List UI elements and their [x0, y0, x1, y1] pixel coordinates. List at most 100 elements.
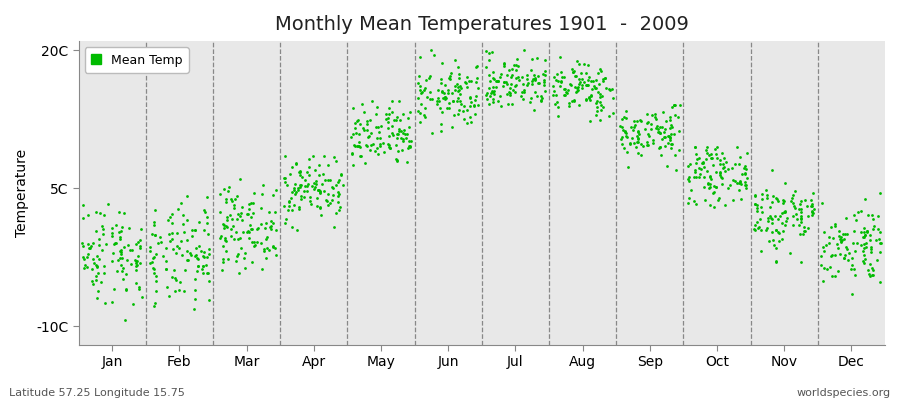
- Point: [382, 144, 397, 150]
- Point: [198, 209, 212, 215]
- Point: [848, 272, 862, 278]
- Point: [202, 278, 216, 284]
- Point: [166, 267, 181, 274]
- Point: [236, 229, 250, 236]
- Point: [721, 185, 735, 192]
- Point: [391, 157, 405, 164]
- Point: [451, 64, 465, 70]
- Point: [331, 198, 346, 205]
- Point: [842, 250, 856, 256]
- Point: [233, 234, 248, 241]
- Point: [385, 130, 400, 136]
- Point: [547, 101, 562, 108]
- Point: [289, 160, 303, 166]
- Point: [400, 135, 414, 141]
- Point: [618, 130, 633, 136]
- Point: [554, 54, 568, 60]
- Point: [775, 236, 789, 242]
- Point: [412, 110, 427, 116]
- Point: [563, 81, 578, 88]
- Point: [572, 87, 586, 93]
- Point: [688, 166, 702, 173]
- Point: [570, 88, 584, 94]
- Point: [131, 284, 146, 290]
- Point: [734, 179, 748, 186]
- Point: [172, 287, 186, 293]
- Point: [425, 130, 439, 136]
- Point: [840, 231, 854, 238]
- Point: [334, 172, 348, 178]
- Point: [715, 149, 729, 156]
- Point: [225, 198, 239, 204]
- Point: [634, 152, 648, 158]
- Point: [664, 131, 679, 137]
- Point: [109, 240, 123, 247]
- Point: [395, 146, 410, 153]
- Point: [269, 252, 284, 258]
- Point: [528, 77, 543, 83]
- Point: [417, 87, 431, 94]
- Point: [650, 123, 664, 129]
- Point: [194, 266, 209, 272]
- Point: [259, 234, 274, 240]
- Point: [536, 82, 551, 88]
- Point: [176, 221, 190, 228]
- Point: [366, 141, 381, 147]
- Point: [418, 104, 432, 111]
- Point: [579, 96, 593, 103]
- Point: [517, 89, 531, 95]
- Point: [582, 94, 597, 101]
- Point: [784, 198, 798, 204]
- Point: [434, 128, 448, 134]
- Point: [526, 56, 540, 62]
- Point: [190, 268, 204, 274]
- Point: [241, 211, 256, 218]
- Point: [651, 126, 665, 132]
- Point: [471, 84, 485, 91]
- Point: [159, 266, 174, 272]
- Point: [805, 208, 819, 214]
- Point: [292, 204, 306, 210]
- Point: [467, 102, 482, 109]
- Point: [297, 188, 311, 194]
- Point: [165, 220, 179, 226]
- Point: [345, 151, 359, 158]
- Point: [242, 234, 256, 241]
- Point: [369, 111, 383, 117]
- Point: [873, 228, 887, 235]
- Point: [724, 182, 738, 188]
- Point: [484, 90, 499, 96]
- Point: [500, 72, 515, 78]
- Point: [572, 61, 586, 67]
- Point: [76, 254, 90, 260]
- Point: [435, 108, 449, 115]
- Point: [330, 188, 345, 195]
- Point: [223, 212, 238, 218]
- Point: [384, 98, 399, 104]
- Point: [629, 144, 643, 150]
- Point: [149, 278, 164, 284]
- Point: [857, 241, 871, 247]
- Point: [357, 160, 372, 166]
- Point: [688, 144, 703, 150]
- Point: [282, 198, 296, 205]
- Point: [794, 219, 808, 225]
- Point: [390, 135, 404, 142]
- Point: [323, 176, 338, 183]
- Point: [594, 106, 608, 113]
- Point: [412, 119, 427, 125]
- Point: [700, 144, 715, 150]
- Point: [166, 246, 180, 252]
- Point: [857, 234, 871, 240]
- Point: [92, 256, 106, 262]
- Point: [775, 199, 789, 206]
- Point: [537, 77, 552, 83]
- Point: [491, 77, 506, 84]
- Point: [703, 173, 717, 179]
- Point: [662, 117, 677, 124]
- Point: [483, 78, 498, 84]
- Point: [319, 197, 333, 204]
- Point: [814, 253, 829, 259]
- Point: [246, 210, 260, 216]
- Point: [595, 93, 609, 99]
